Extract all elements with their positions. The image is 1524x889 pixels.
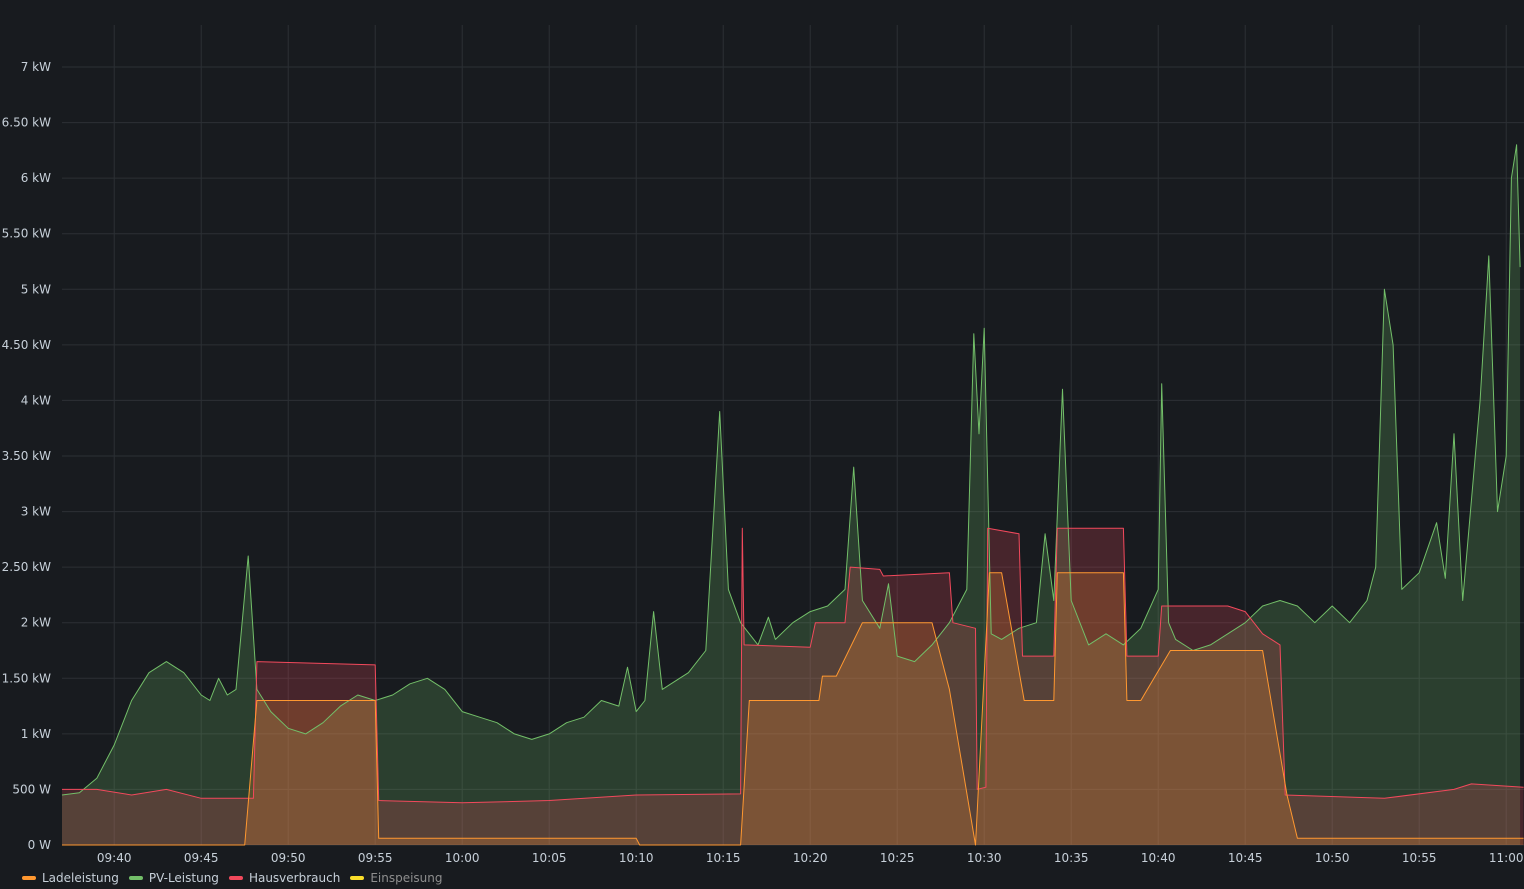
x-tick-label: 10:25 — [880, 851, 915, 865]
ladeleistung-area — [62, 572, 1524, 845]
y-tick-label: 2 kW — [21, 616, 51, 630]
y-tick-label: 1 kW — [21, 727, 51, 741]
series-lines — [61, 144, 1524, 846]
x-tick-label: 10:20 — [793, 851, 828, 865]
series-areas — [62, 144, 1524, 846]
x-tick-label: 10:40 — [1141, 851, 1176, 865]
legend-item-hausverbrauch[interactable]: Hausverbrauch — [228, 871, 341, 885]
y-tick-label: 7 kW — [21, 60, 51, 74]
legend-swatch-icon — [22, 876, 36, 880]
legend-label: PV-Leistung — [148, 871, 219, 885]
ladeleistung-line — [62, 572, 1524, 846]
legend-item-einspeisung[interactable]: Einspeisung — [350, 871, 443, 885]
grid-lines — [62, 25, 1524, 846]
y-tick-label: 6 kW — [21, 171, 51, 185]
legend-swatch-icon — [350, 876, 365, 880]
y-axis: 0 W 500 W 1 kW 1.50 kW 2 kW 2.50 kW 3 kW 3.50 k… — [2, 60, 51, 852]
x-tick-label: 10:55 — [1402, 851, 1437, 865]
x-tick-label: 10:00 — [445, 851, 480, 865]
x-tick-label: 10:30 — [967, 851, 1002, 865]
hausverbrauch-line — [62, 527, 1524, 804]
x-tick-label: 10:45 — [1228, 851, 1263, 865]
legend: Ladeleistung PV-Leistung Hausverbrauch Eins… — [22, 869, 443, 887]
x-tick-label: 09:40 — [97, 851, 132, 865]
y-tick-label: 4 kW — [21, 393, 51, 407]
legend-swatch-icon — [228, 876, 243, 880]
x-tick-label: 10:05 — [532, 851, 567, 865]
pv-area — [62, 144, 1521, 846]
pv-line — [61, 144, 1521, 796]
x-tick-label: 09:55 — [358, 851, 393, 865]
x-tick-label: 10:15 — [706, 851, 741, 865]
time-series-chart[interactable]: 0 W 500 W 1 kW 1.50 kW 2 kW 2.50 kW 3 kW 3.50 k… — [0, 0, 1524, 866]
legend-label: Einspeisung — [370, 871, 443, 885]
y-tick-label: 3.50 kW — [2, 449, 51, 463]
y-tick-label: 5.50 kW — [2, 227, 51, 241]
y-tick-label: 0 W — [28, 838, 51, 852]
legend-label: Ladeleistung — [42, 871, 119, 885]
hausverbrauch-area — [62, 528, 1524, 845]
x-tick-label: 10:35 — [1054, 851, 1089, 865]
y-tick-label: 1.50 kW — [2, 671, 51, 685]
y-tick-label: 2.50 kW — [2, 560, 51, 574]
y-tick-label: 4.50 kW — [2, 338, 51, 352]
legend-item-ladeleistung[interactable]: Ladeleistung — [22, 871, 119, 885]
y-tick-label: 5 kW — [21, 282, 51, 296]
x-axis: 09:40 09:45 09:50 09:55 10:00 10:05 10:10 10:15… — [97, 851, 1524, 865]
legend-label: Hausverbrauch — [248, 871, 341, 885]
x-tick-label: 09:50 — [271, 851, 306, 865]
x-tick-label: 10:50 — [1315, 851, 1350, 865]
x-tick-label: 11:00 — [1489, 851, 1524, 865]
legend-swatch-icon — [128, 876, 143, 880]
x-tick-label: 09:45 — [184, 851, 219, 865]
x-tick-label: 10:10 — [619, 851, 654, 865]
legend-item-pv-leistung[interactable]: PV-Leistung — [128, 871, 219, 885]
y-tick-label: 6.50 kW — [2, 116, 51, 130]
y-tick-label: 500 W — [12, 782, 51, 796]
y-tick-label: 3 kW — [21, 505, 51, 519]
